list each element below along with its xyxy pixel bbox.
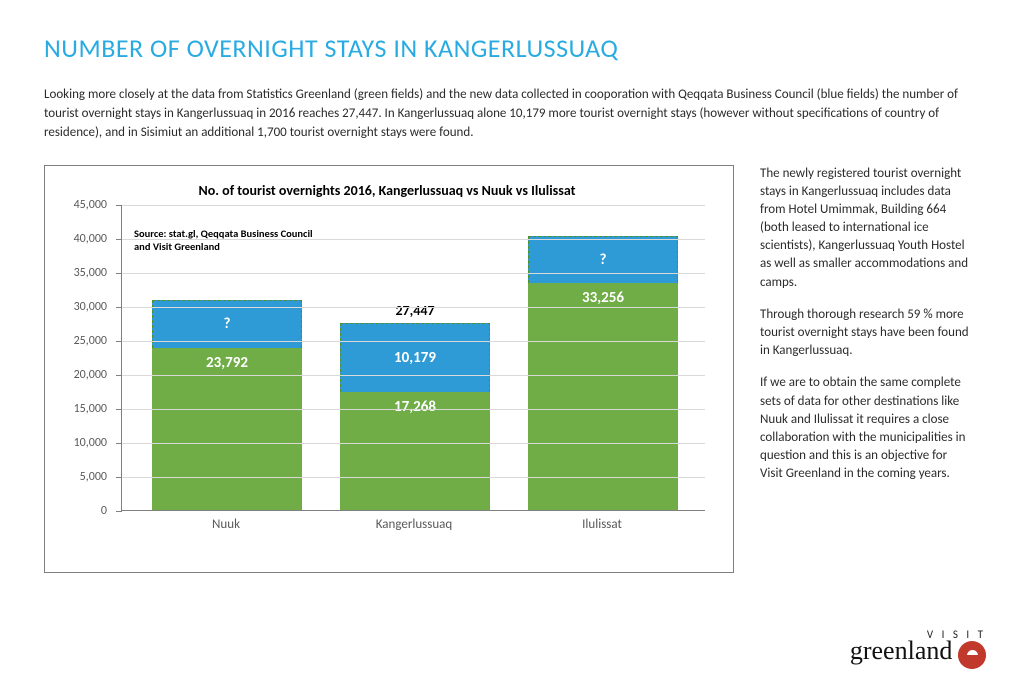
y-tick xyxy=(116,205,122,206)
grid-line xyxy=(122,239,705,240)
y-tick xyxy=(116,409,122,410)
y-tick-label: 35,000 xyxy=(74,266,107,280)
grid-line xyxy=(122,477,705,478)
grid-line xyxy=(122,443,705,444)
bar-green-label: 33,256 xyxy=(528,289,678,307)
bar-total-label: 27,447 xyxy=(340,302,490,319)
bar-green-label: 23,792 xyxy=(152,354,302,372)
y-tick-label: 30,000 xyxy=(74,300,107,314)
plot-area: Source: stat.gl, Qeqqata Business Counci… xyxy=(121,205,705,511)
y-tick-label: 40,000 xyxy=(74,232,107,246)
y-tick-label: 5,000 xyxy=(80,470,107,484)
chart-title: No. of tourist overnights 2016, Kangerlu… xyxy=(59,182,715,199)
y-tick-label: 45,000 xyxy=(74,198,107,212)
grid-line xyxy=(122,341,705,342)
logo-greenland-text: greenland xyxy=(850,636,953,665)
grid-line xyxy=(122,205,705,206)
y-tick xyxy=(116,239,122,240)
y-tick-label: 15,000 xyxy=(74,402,107,416)
grid-line xyxy=(122,375,705,376)
x-tick-label: Ilulissat xyxy=(527,517,677,532)
y-tick-label: 20,000 xyxy=(74,368,107,382)
y-tick-label: 0 xyxy=(101,504,107,518)
sidebar-p2: Through thorough research 59 % more tour… xyxy=(760,306,970,361)
y-tick xyxy=(116,375,122,376)
x-tick-label: Kangerlussuaq xyxy=(339,517,489,532)
y-tick-label: 25,000 xyxy=(74,334,107,348)
sidebar-p3: If we are to obtain the same complete se… xyxy=(760,374,970,483)
grid-line xyxy=(122,273,705,274)
bar-blue-label: 10,179 xyxy=(341,349,489,367)
bar-blue-segment: ? xyxy=(528,236,678,284)
grid-line xyxy=(122,307,705,308)
y-tick xyxy=(116,273,122,274)
bar-green-segment: 17,268 xyxy=(340,392,490,509)
page-title: NUMBER OF OVERNIGHT STAYS IN KANGERLUSSU… xyxy=(44,32,980,64)
bar-green-segment: 23,792 xyxy=(152,348,302,510)
visit-greenland-logo: V I S I T greenland xyxy=(850,628,986,669)
y-tick xyxy=(116,341,122,342)
content-row: No. of tourist overnights 2016, Kangerlu… xyxy=(44,165,980,573)
sidebar-text: The newly registered tourist overnight s… xyxy=(760,165,970,573)
x-tick-label: Nuuk xyxy=(151,517,301,532)
y-tick xyxy=(116,477,122,478)
bars-layer: 23,792? 17,268 10,179 27,447 33,256? xyxy=(122,205,705,510)
y-tick xyxy=(116,511,122,512)
sidebar-p1: The newly registered tourist overnight s… xyxy=(760,165,970,292)
bar-blue-segment: 10,179 xyxy=(340,323,490,392)
y-tick xyxy=(116,443,122,444)
logo-mark-icon xyxy=(958,641,986,669)
bar-blue-label: ? xyxy=(153,315,301,333)
chart-plot: 0 5,000 10,000 15,000 20,000 25,000 30,000 35,0… xyxy=(59,205,709,535)
bar-green-label: 17,268 xyxy=(340,398,490,416)
intro-paragraph: Looking more closely at the data from St… xyxy=(44,86,964,143)
grid-line xyxy=(122,409,705,410)
bar-blue-label: ? xyxy=(529,251,677,269)
y-axis-labels: 05,00010,00015,00020,00025,00030,00035,0… xyxy=(59,205,113,511)
chart-container: No. of tourist overnights 2016, Kangerlu… xyxy=(44,165,734,573)
y-tick-label: 10,000 xyxy=(74,436,107,450)
x-axis-labels: Nuuk Kangerlussuaq Ilulissat xyxy=(121,513,705,535)
y-tick xyxy=(116,307,122,308)
